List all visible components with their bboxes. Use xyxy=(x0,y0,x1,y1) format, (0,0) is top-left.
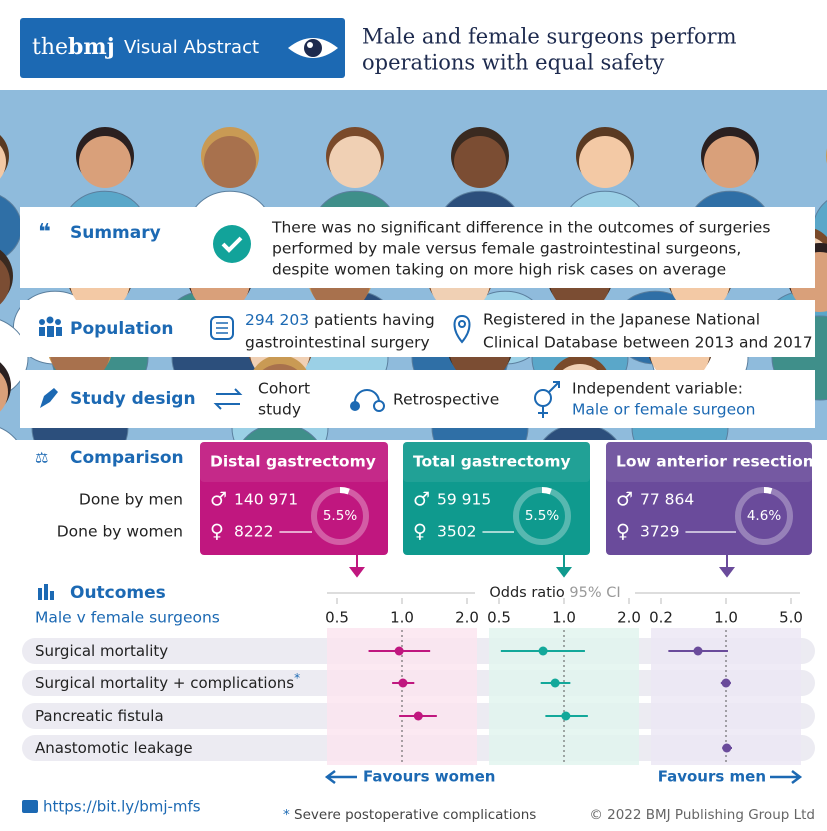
row-text: Surgical mortality + complications xyxy=(35,674,294,692)
figure-head xyxy=(79,136,131,188)
x-tick-label: 2.0 xyxy=(617,609,641,627)
share-arc xyxy=(340,490,349,492)
bmj-logo xyxy=(22,800,38,813)
women-count: 3502 xyxy=(437,523,476,541)
estimate xyxy=(722,679,731,688)
page: { "header": {"brand_the": "the", "brand_… xyxy=(0,0,827,831)
row-label: Anastomotic leakage xyxy=(35,739,193,757)
brand: thebmj xyxy=(32,34,115,60)
favours-left: Favours women xyxy=(363,768,495,786)
share-arc xyxy=(764,490,771,491)
female-symbol: ♀ xyxy=(210,521,224,543)
x-tick-label: 1.0 xyxy=(552,609,576,627)
title-line: Male and female surgeons perform xyxy=(362,25,737,49)
copyright: © 2022 BMJ Publishing Group Ltd xyxy=(589,807,815,823)
share-label: 5.5% xyxy=(525,508,559,524)
figure-head xyxy=(454,136,506,188)
women-count: 3729 xyxy=(640,523,679,541)
male-symbol: ♂ xyxy=(616,489,633,511)
x-tick-label: 5.0 xyxy=(779,609,803,627)
figure-head xyxy=(204,136,256,188)
brand-bmj: bmj xyxy=(68,34,115,60)
male-symbol: ♂ xyxy=(413,489,430,511)
x-tick-label: 0.5 xyxy=(325,609,349,627)
row-label: Done by women xyxy=(57,523,183,541)
outcomes-subheading: Male v female surgeons xyxy=(35,609,220,627)
figure-head xyxy=(704,136,756,188)
estimate xyxy=(694,647,703,656)
share-label: 5.5% xyxy=(323,508,357,524)
population-count: 294 203 patients having xyxy=(245,311,435,329)
figure-head xyxy=(579,136,631,188)
scale-icon: ⚖ xyxy=(35,449,48,467)
summary-text: There was no significant difference in t… xyxy=(271,219,770,237)
row-label: Surgical mortality xyxy=(35,642,168,660)
link[interactable]: https://bit.ly/bmj-mfs xyxy=(43,798,201,816)
check-icon xyxy=(213,225,251,263)
men-count: 59 915 xyxy=(437,491,491,509)
design-timing: Retrospective xyxy=(393,391,499,409)
retro-dot xyxy=(350,401,360,411)
estimate xyxy=(539,647,548,656)
male-symbol: ♂ xyxy=(210,489,227,511)
variable-label: Independent variable: xyxy=(572,380,743,398)
design-type: study xyxy=(258,401,301,419)
row-text: Anastomotic leakage xyxy=(35,739,193,757)
x-tick-label: 1.0 xyxy=(714,609,738,627)
group-name: Low anterior resection xyxy=(616,453,814,471)
summary-text: despite women taking on more high risk c… xyxy=(272,261,726,279)
women-count: 8222 xyxy=(234,523,273,541)
figure-head xyxy=(329,136,381,188)
estimate xyxy=(551,679,560,688)
estimate xyxy=(398,679,407,688)
female-symbol: ♀ xyxy=(616,521,630,543)
registry-text: Clinical Database between 2013 and 2017 xyxy=(483,334,813,352)
ci-label: 95% CI xyxy=(569,585,620,601)
brand-label: Visual Abstract xyxy=(124,37,259,58)
x-tick-label: 2.0 xyxy=(455,609,479,627)
axis-label: Odds ratio 95% CI xyxy=(489,585,620,601)
favours-right: Favours men xyxy=(658,768,766,786)
estimate xyxy=(414,712,423,721)
population-text: gastrointestinal surgery xyxy=(245,334,430,352)
brand-the: the xyxy=(32,35,68,60)
group-name: Total gastrectomy xyxy=(413,453,571,471)
design-type: Cohort xyxy=(258,380,310,398)
summary-text: performed by male versus female gastroin… xyxy=(272,240,741,258)
design-heading: Study design xyxy=(70,389,196,409)
registry-text: Registered in the Japanese National xyxy=(483,311,760,329)
footnote-text: Severe postoperative complications xyxy=(294,807,536,823)
footnote-mark: * xyxy=(283,807,290,823)
visual-abstract: thebmj Visual Abstract Male and female s… xyxy=(0,0,827,831)
estimate xyxy=(561,712,570,721)
share-label: 4.6% xyxy=(747,508,781,524)
row-label: Surgical mortality + complications* xyxy=(35,671,300,692)
footnote-mark: * xyxy=(294,671,300,685)
variable: Male or female surgeon xyxy=(572,401,755,419)
x-tick-label: 1.0 xyxy=(390,609,414,627)
row-text: Surgical mortality xyxy=(35,642,168,660)
title-line: operations with equal safety xyxy=(362,51,664,75)
population-heading: Population xyxy=(70,319,173,339)
men-count: 77 864 xyxy=(640,491,694,509)
odds-ratio: Odds ratio xyxy=(489,585,565,601)
count-text: patients having xyxy=(314,311,435,329)
count: 294 203 xyxy=(245,311,309,329)
comparison-heading: Comparison xyxy=(70,448,184,468)
men-count: 140 971 xyxy=(234,491,298,509)
row-label: Done by men xyxy=(79,491,183,509)
outcomes-heading: Outcomes xyxy=(70,583,166,603)
summary-heading: Summary xyxy=(70,223,161,243)
row-text: Pancreatic fistula xyxy=(35,707,164,725)
female-symbol: ♀ xyxy=(413,521,427,543)
x-tick-label: 0.5 xyxy=(487,609,511,627)
share-arc xyxy=(542,490,551,492)
row-label: Pancreatic fistula xyxy=(35,707,164,725)
group-name: Distal gastrectomy xyxy=(210,453,376,471)
estimate xyxy=(722,744,731,753)
x-tick-label: 0.2 xyxy=(649,609,673,627)
quote-icon: ❝ xyxy=(38,220,51,245)
footnote: * Severe postoperative complications xyxy=(283,807,536,823)
estimate xyxy=(395,647,404,656)
